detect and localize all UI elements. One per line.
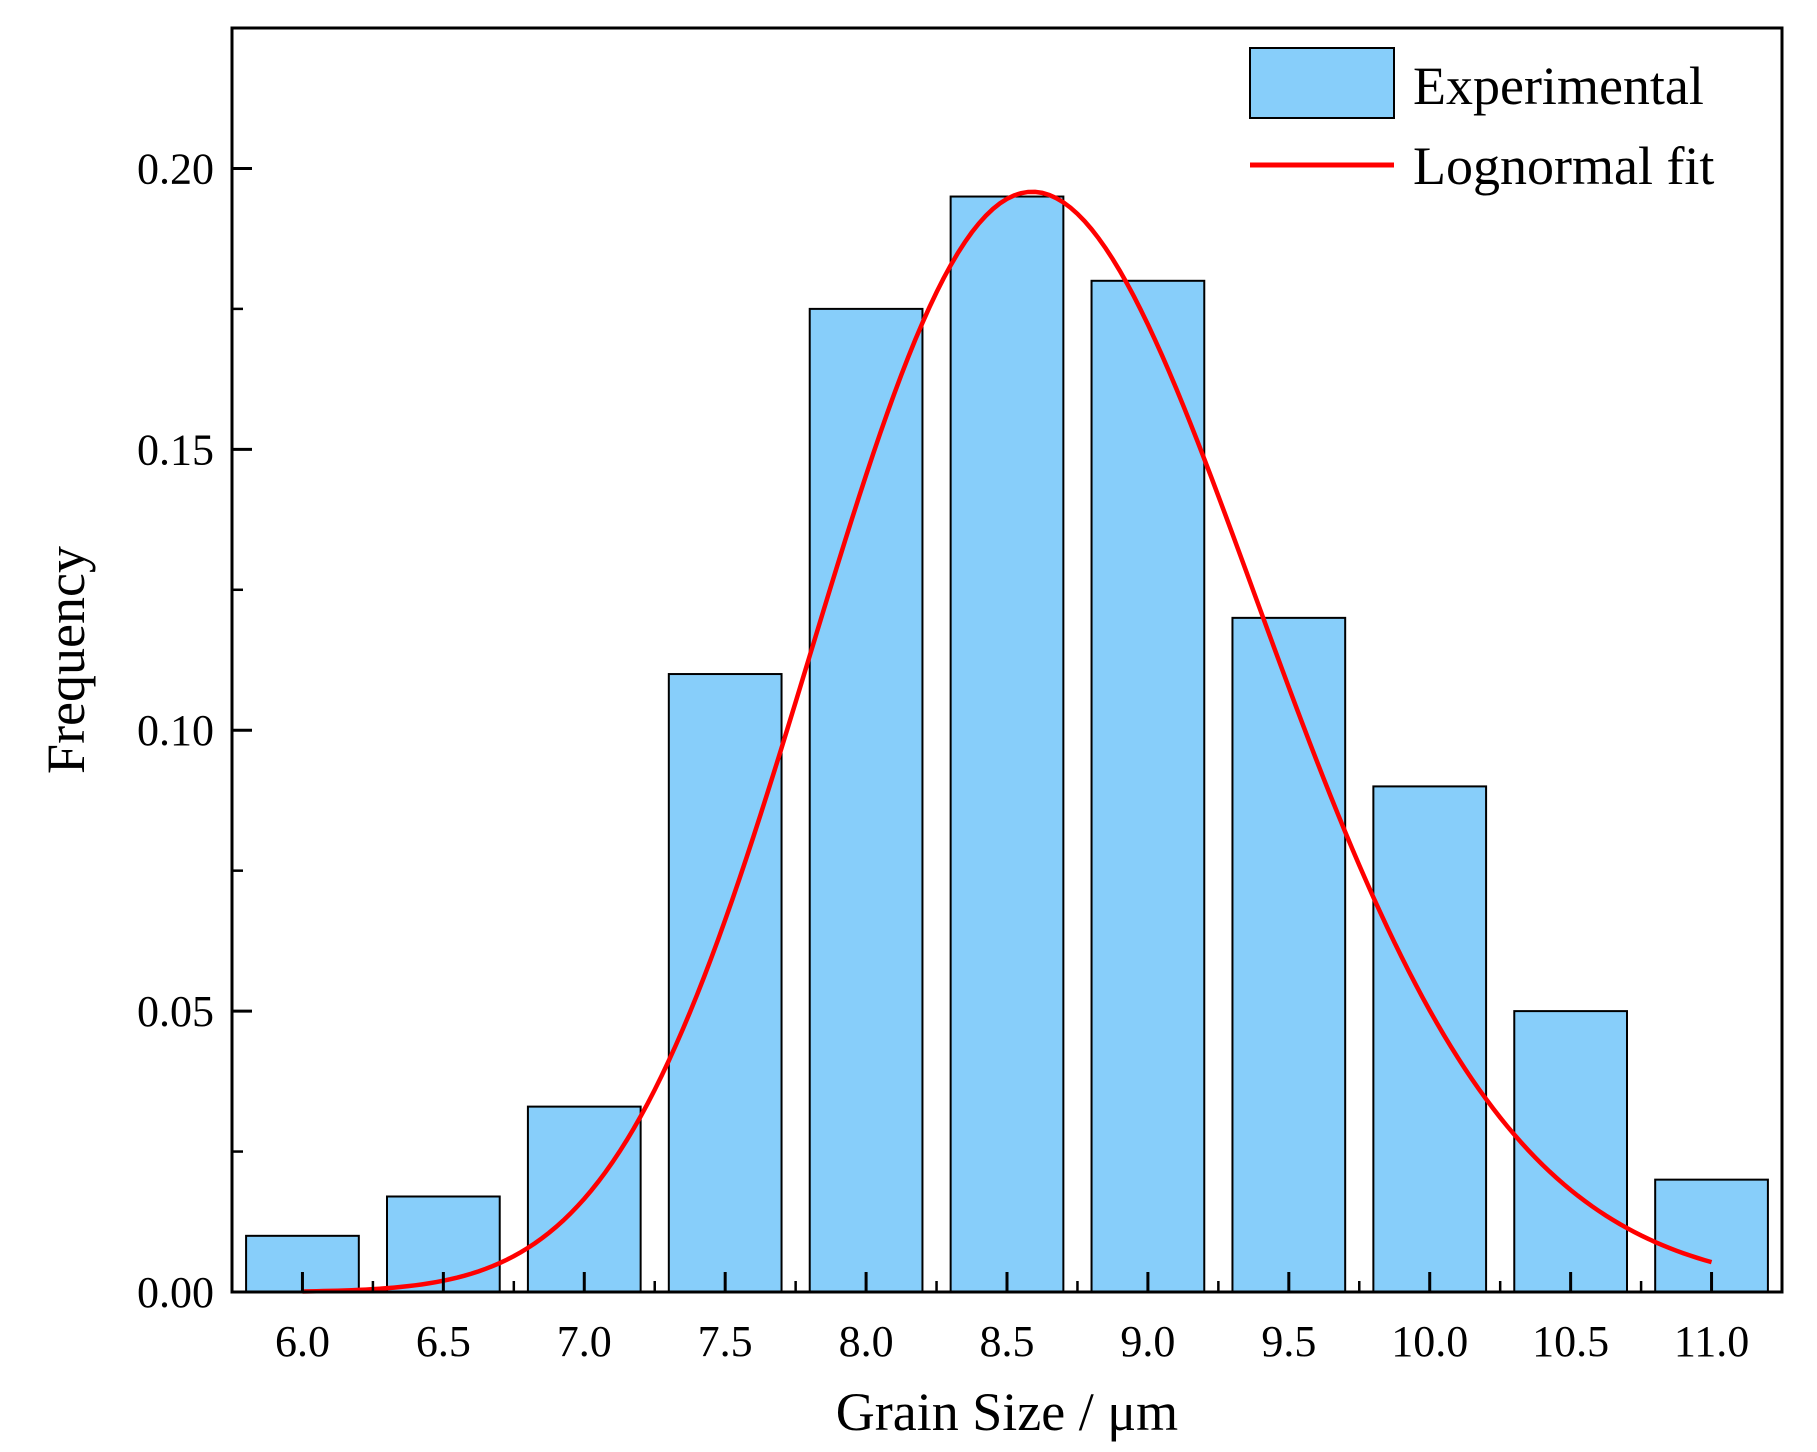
x-tick-label: 11.0 xyxy=(1674,1317,1749,1366)
legend-swatch-experimental xyxy=(1249,47,1395,119)
y-axis-title: Frequency xyxy=(36,546,96,774)
x-tick-label: 7.0 xyxy=(557,1317,612,1366)
y-tick-label: 0.05 xyxy=(137,987,214,1036)
bar-9.5 xyxy=(1231,616,1347,1293)
y-tick-label: 0.20 xyxy=(137,144,214,193)
x-tick-label: 8.5 xyxy=(980,1317,1035,1366)
y-tick-label: 0.10 xyxy=(137,706,214,755)
y-tick-label: 0.15 xyxy=(137,425,214,474)
bar-series-experimental xyxy=(245,195,1769,1294)
lognormal-fit-line xyxy=(302,189,1713,1294)
x-tick-label: 6.0 xyxy=(275,1317,330,1366)
legend-label-lognormal-fit: Lognormal fit xyxy=(1413,136,1714,196)
x-tick-label: 6.5 xyxy=(416,1317,471,1366)
legend: Experimental Lognormal fit xyxy=(1249,47,1714,196)
x-tick-label: 7.5 xyxy=(698,1317,753,1366)
legend-label-experimental: Experimental xyxy=(1413,56,1704,116)
x-axis-title: Grain Size / μm xyxy=(836,1382,1178,1442)
x-tick-label: 10.5 xyxy=(1532,1317,1609,1366)
x-tick-label: 9.0 xyxy=(1120,1317,1175,1366)
bar-8.5 xyxy=(949,195,1065,1294)
bar-9.0 xyxy=(1090,279,1206,1293)
bar-8.0 xyxy=(808,307,924,1293)
x-tick-label: 8.0 xyxy=(839,1317,894,1366)
bar-10.0 xyxy=(1372,785,1488,1294)
bar-7.5 xyxy=(667,673,783,1293)
bar-10.5 xyxy=(1513,1010,1628,1293)
x-tick-label: 10.0 xyxy=(1391,1317,1468,1366)
x-axis-ticks: 6.0 6.5 7.0 7.5 8.0 8.5 9.0 9.5 10.0 10.5 11.0 xyxy=(275,1272,1749,1366)
y-axis-ticks: 0.00 0.05 0.10 0.15 0.20 xyxy=(137,144,252,1317)
y-tick-label: 0.00 xyxy=(137,1268,214,1317)
x-tick-label: 9.5 xyxy=(1261,1317,1316,1366)
